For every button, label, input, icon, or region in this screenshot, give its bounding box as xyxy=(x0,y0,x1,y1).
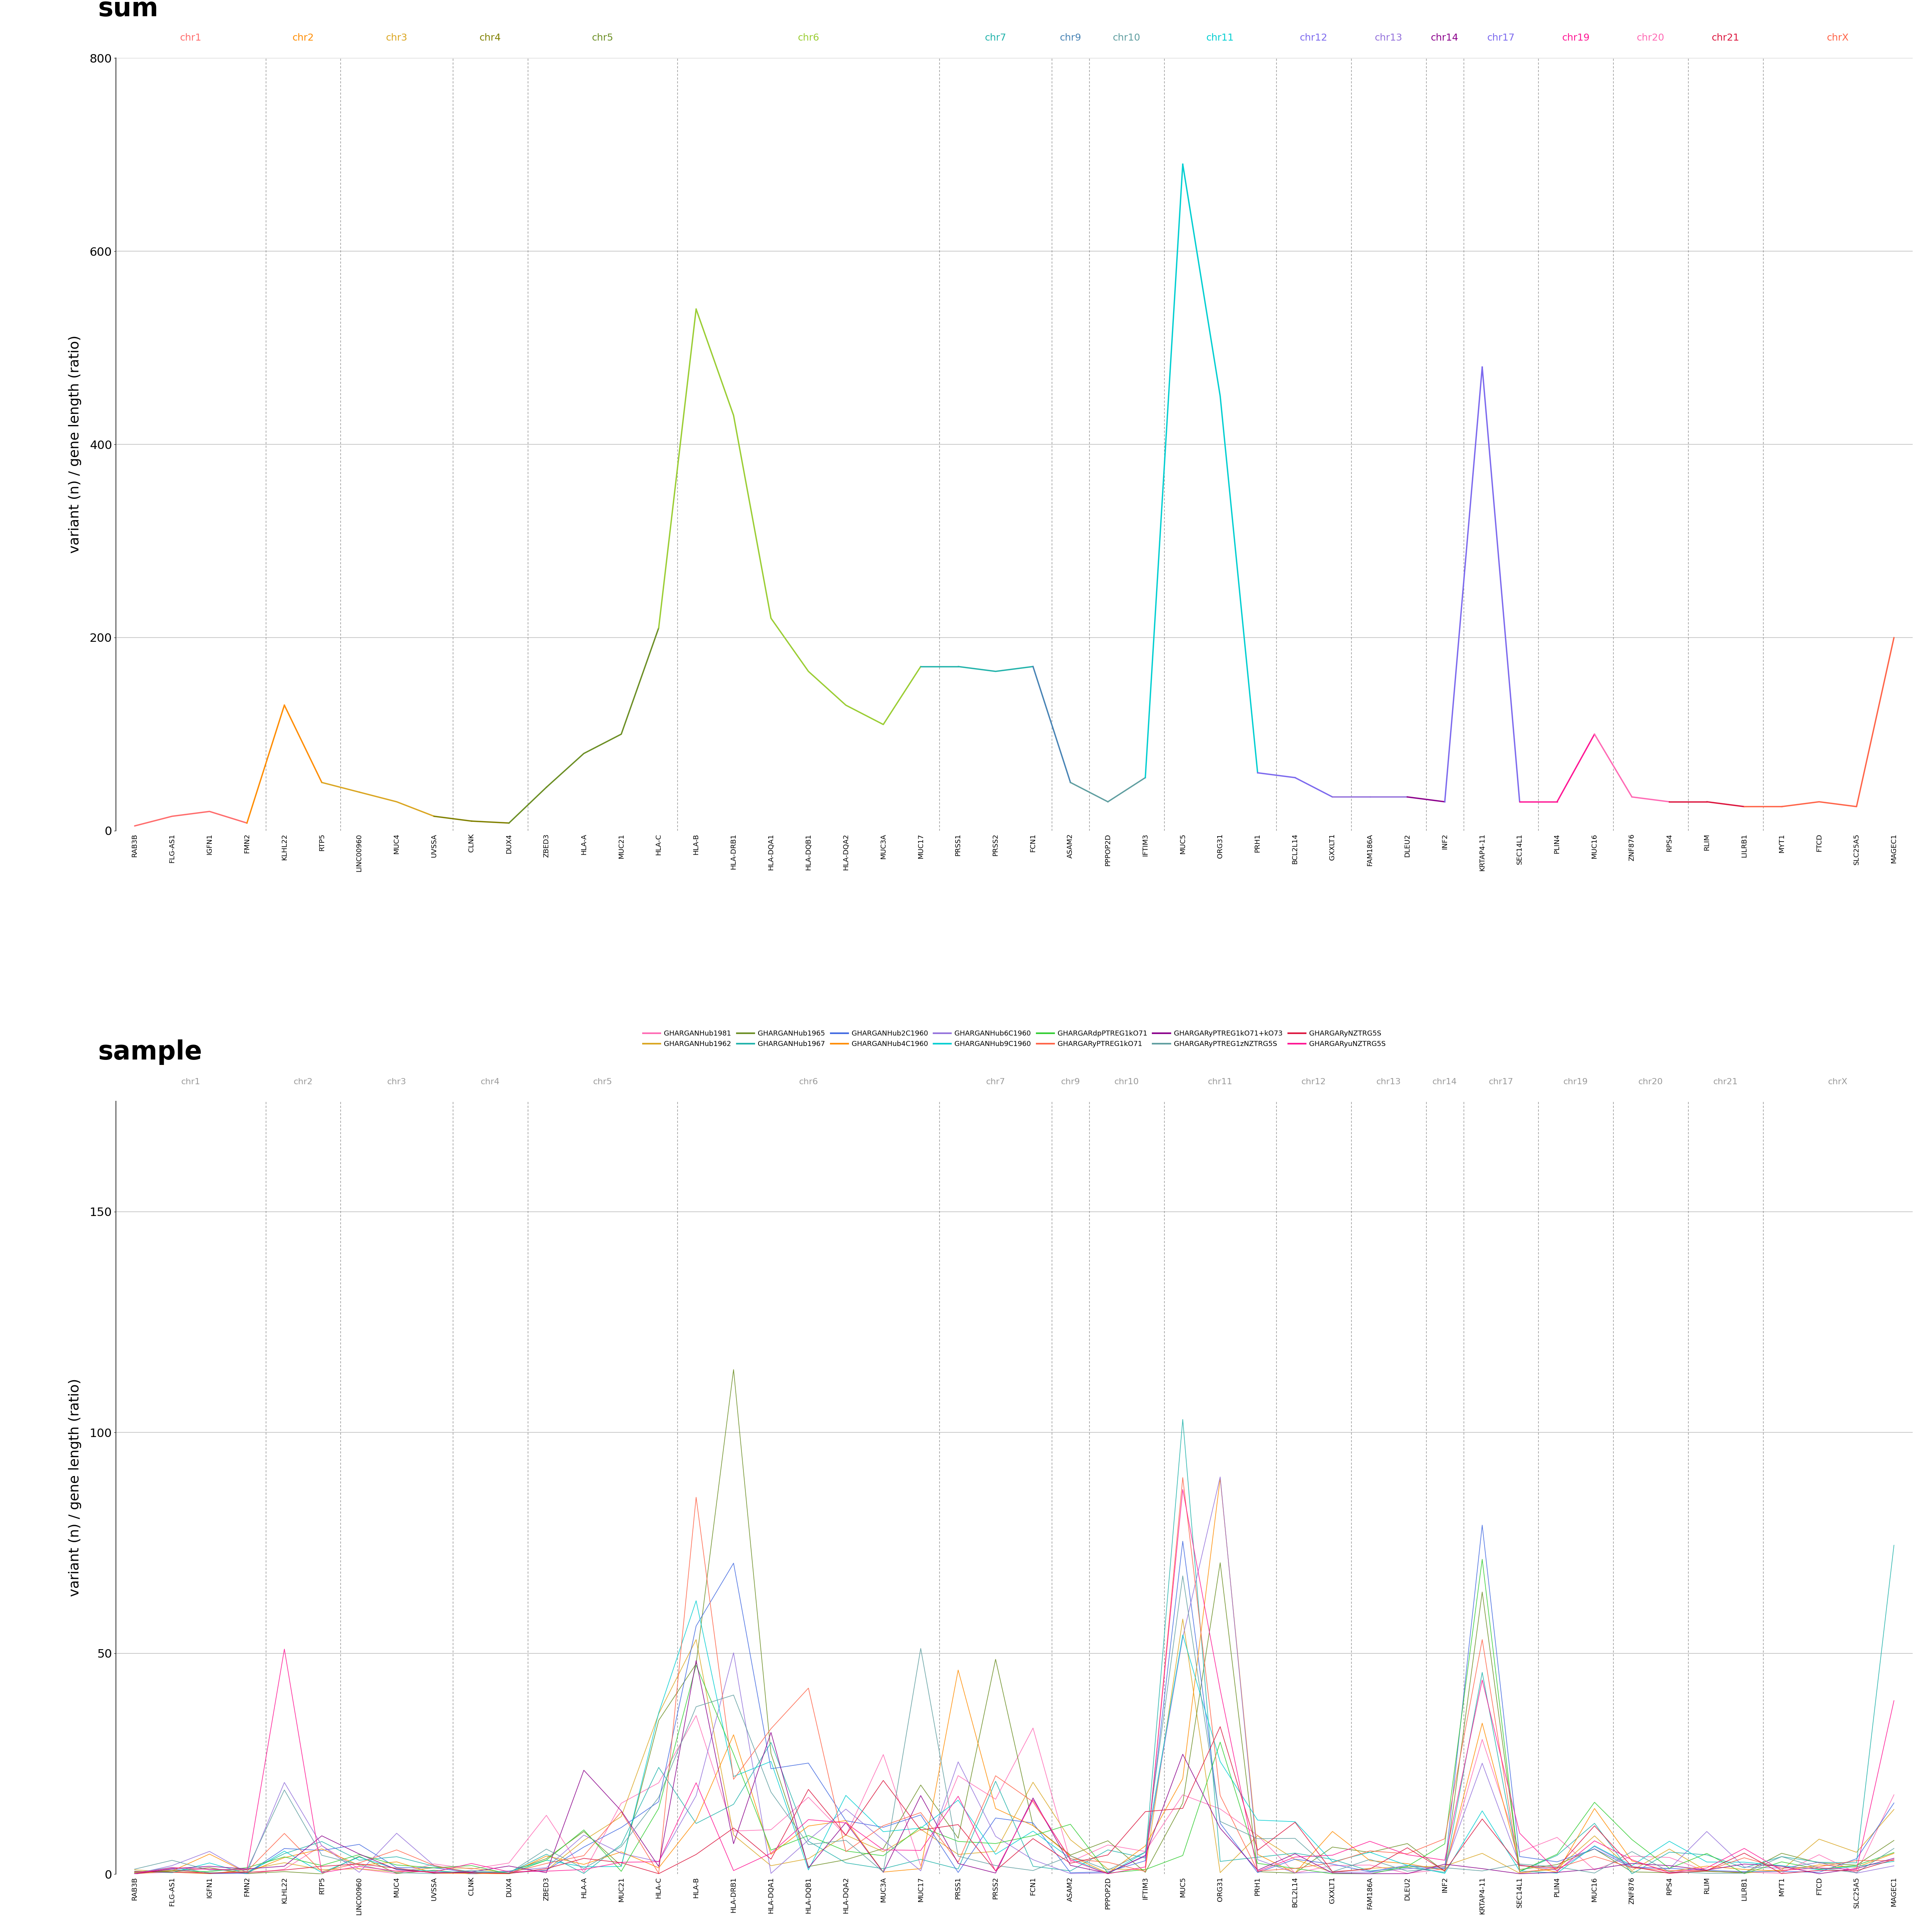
Text: chr4: chr4 xyxy=(481,1078,500,1086)
Text: chr10: chr10 xyxy=(1115,1078,1140,1086)
Text: chr6: chr6 xyxy=(798,33,819,43)
Text: chr1: chr1 xyxy=(180,33,201,43)
Text: chr2: chr2 xyxy=(292,33,313,43)
Text: chr20: chr20 xyxy=(1636,33,1665,43)
Text: sum: sum xyxy=(99,0,158,21)
Text: chr2: chr2 xyxy=(294,1078,313,1086)
Text: chr3: chr3 xyxy=(386,1078,406,1086)
Text: chr9: chr9 xyxy=(1059,33,1082,43)
Text: chr13: chr13 xyxy=(1376,1078,1401,1086)
Text: chr4: chr4 xyxy=(479,33,500,43)
Text: chr11: chr11 xyxy=(1208,1078,1233,1086)
Text: chr5: chr5 xyxy=(591,33,612,43)
Text: chrX: chrX xyxy=(1828,1078,1847,1086)
Legend: GHARGANHub1981, GHARGANHub1962, GHARGANHub1965, GHARGANHub1967, GHARGANHub2C1960: GHARGANHub1981, GHARGANHub1962, GHARGANH… xyxy=(639,1028,1389,1051)
Text: chr7: chr7 xyxy=(985,1078,1005,1086)
Text: chr9: chr9 xyxy=(1061,1078,1080,1086)
Text: chr14: chr14 xyxy=(1432,33,1459,43)
Text: chr3: chr3 xyxy=(386,33,408,43)
Text: chr19: chr19 xyxy=(1563,1078,1588,1086)
Text: chr21: chr21 xyxy=(1712,33,1739,43)
Text: chr7: chr7 xyxy=(985,33,1007,43)
Text: chrX: chrX xyxy=(1828,33,1849,43)
Text: chr20: chr20 xyxy=(1638,1078,1663,1086)
Text: chr12: chr12 xyxy=(1302,1078,1325,1086)
Text: chr17: chr17 xyxy=(1488,33,1515,43)
Y-axis label: variant (n) / gene length (ratio): variant (n) / gene length (ratio) xyxy=(68,336,81,553)
Text: chr19: chr19 xyxy=(1561,33,1590,43)
Text: chr5: chr5 xyxy=(593,1078,612,1086)
Text: chr6: chr6 xyxy=(798,1078,817,1086)
Y-axis label: variant (n) / gene length (ratio): variant (n) / gene length (ratio) xyxy=(68,1379,81,1596)
Text: chr1: chr1 xyxy=(182,1078,201,1086)
Text: chr13: chr13 xyxy=(1376,33,1403,43)
Text: sample: sample xyxy=(99,1039,203,1065)
Text: chr11: chr11 xyxy=(1206,33,1235,43)
Text: chr21: chr21 xyxy=(1714,1078,1739,1086)
Text: chr10: chr10 xyxy=(1113,33,1140,43)
Text: chr12: chr12 xyxy=(1300,33,1327,43)
Text: chr14: chr14 xyxy=(1432,1078,1457,1086)
Text: chr17: chr17 xyxy=(1488,1078,1513,1086)
